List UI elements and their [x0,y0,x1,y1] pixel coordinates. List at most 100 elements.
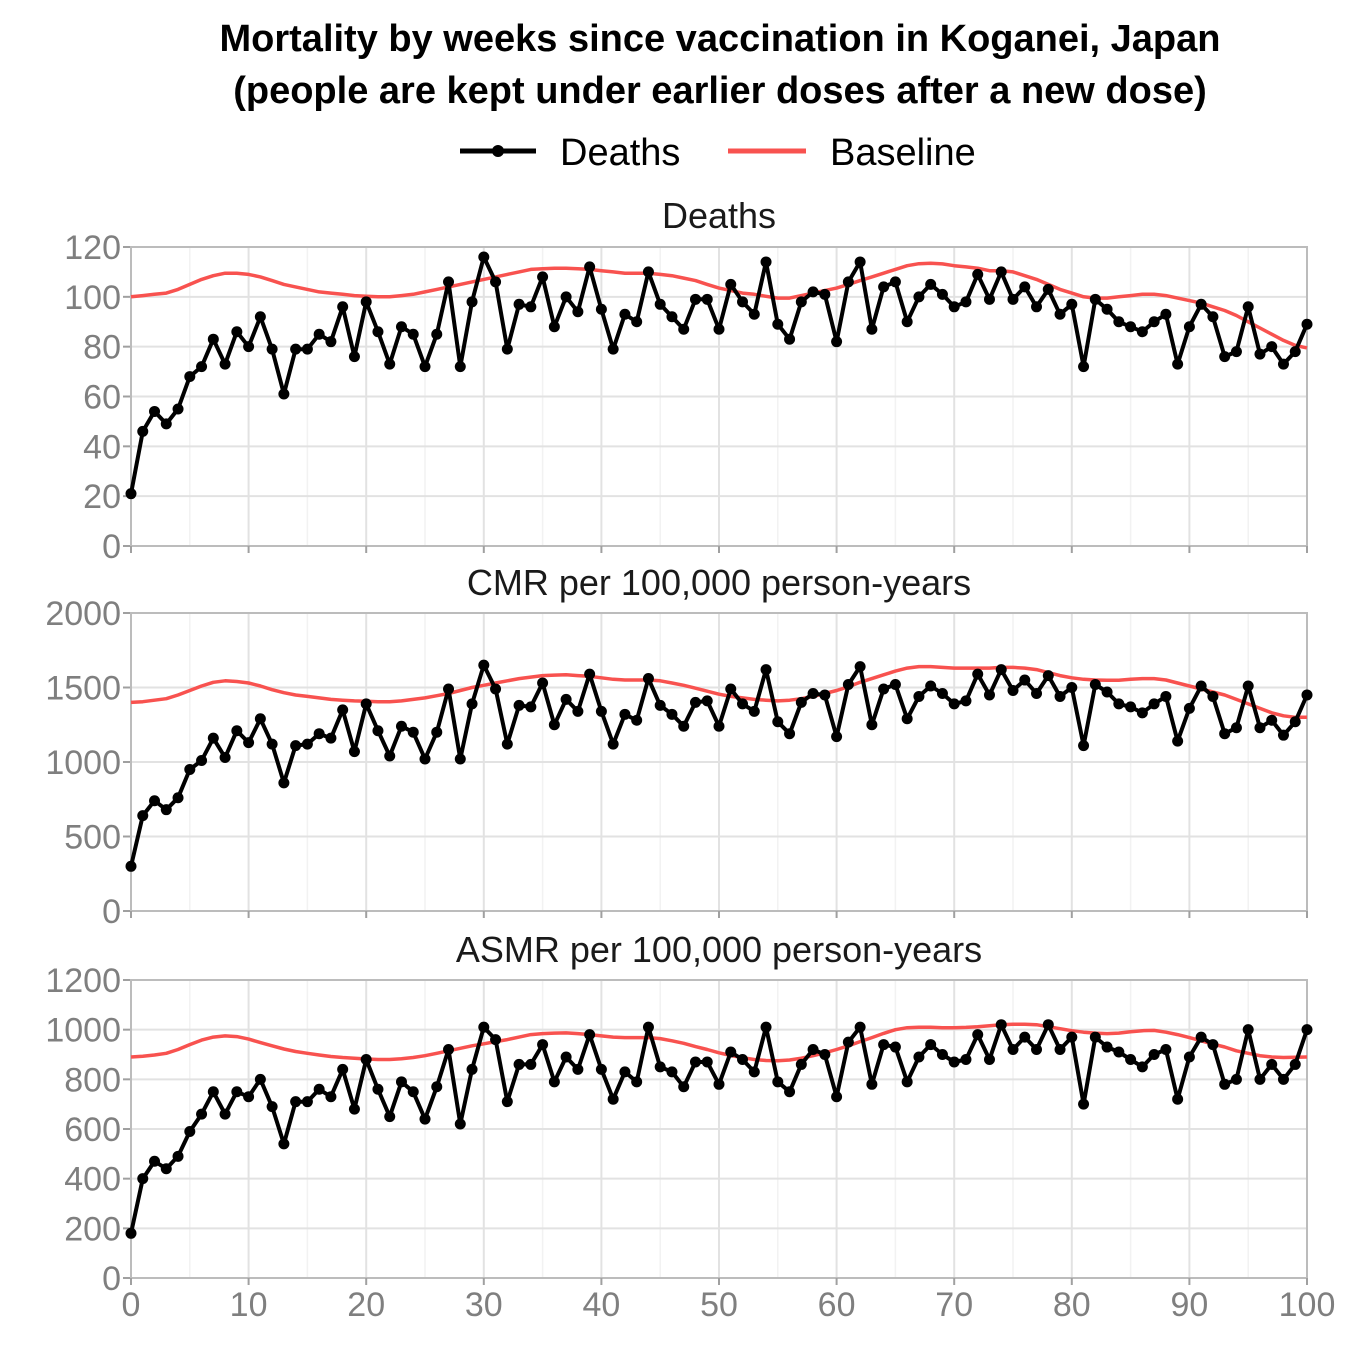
deaths-point [1042,670,1054,682]
deaths-point [925,680,937,692]
deaths-point [1289,346,1301,358]
deaths-point [1136,326,1148,338]
deaths-point [1289,716,1301,728]
deaths-point [772,716,784,728]
deaths-point [1230,1073,1242,1085]
deaths-point [1066,1031,1078,1043]
deaths-point [1113,316,1125,328]
deaths-point [184,1125,196,1137]
deaths-point [631,1076,643,1088]
deaths-point [701,695,713,707]
deaths-point [760,256,772,268]
deaths-point [666,1066,678,1078]
deaths-point [1101,303,1113,315]
facet-title: Deaths [662,195,776,236]
deaths-point [537,271,549,283]
deaths-point [1301,689,1313,701]
deaths-point [654,298,666,310]
deaths-point [266,738,278,750]
deaths-point [831,731,843,743]
deaths-point [1230,346,1242,358]
deaths-point [395,321,407,333]
deaths-point [490,683,502,695]
y-tick-label: 40 [83,428,121,466]
deaths-point [1078,1098,1090,1110]
deaths-point [513,1058,525,1070]
deaths-point [784,1086,796,1098]
x-tick-label: 70 [935,1286,973,1324]
deaths-point [313,728,325,740]
deaths-point [631,316,643,328]
deaths-point [1078,740,1090,752]
deaths-point [831,336,843,348]
deaths-point [525,301,537,313]
deaths-point [960,695,972,707]
deaths-point [1089,293,1101,305]
deaths-point [149,795,161,807]
deaths-point [1031,301,1043,313]
deaths-point [395,1076,407,1088]
y-tick-label: 1000 [45,744,121,782]
facet-title: CMR per 100,000 person-years [467,562,971,603]
deaths-point [1183,321,1195,333]
deaths-point [372,1083,384,1095]
deaths-point [854,661,866,673]
deaths-point [525,1058,537,1070]
chart-title-line-2: (people are kept under earlier doses aft… [233,70,1207,112]
deaths-point [1054,308,1066,320]
y-tick-label: 1500 [45,670,121,708]
deaths-point [184,763,196,775]
deaths-point [548,321,560,333]
deaths-point [372,326,384,338]
deaths-point [478,1021,490,1033]
y-tick-label: 2000 [45,595,121,633]
deaths-point [1183,1051,1195,1063]
deaths-point [1219,1078,1231,1090]
deaths-point [1277,1073,1289,1085]
deaths-point [795,1058,807,1070]
x-tick-label: 0 [122,1286,141,1324]
legend-item-deaths: Deaths [460,132,680,174]
y-tick-label: 60 [83,379,121,417]
deaths-point [337,1063,349,1075]
deaths-point [842,1036,854,1048]
deaths-point [254,311,266,323]
deaths-point [619,708,631,720]
deaths-point [748,1066,760,1078]
deaths-point [1031,687,1043,699]
deaths-point [501,738,513,750]
deaths-point [1089,679,1101,691]
baseline-line [130,664,1307,720]
deaths-point [1136,707,1148,719]
deaths-point [854,256,866,268]
deaths-point [913,690,925,702]
deaths-point [290,343,302,355]
deaths-point [337,301,349,313]
deaths-point [1277,729,1289,741]
deaths-point [1219,728,1231,740]
deaths-point [419,753,431,765]
deaths-point [654,699,666,711]
deaths-point [431,1081,443,1093]
deaths-point [995,664,1007,676]
deaths-point [960,1053,972,1065]
deaths-point [1007,684,1019,696]
deaths-point [1125,701,1137,713]
facet-panels: 020406080100120Deaths0500100015002000CMR… [45,195,1335,1324]
deaths-point [619,1066,631,1078]
chart-title-line-1: Mortality by weeks since vaccination in … [219,18,1221,60]
deaths-point [1242,680,1254,692]
deaths-point [219,1108,231,1120]
deaths-point [901,316,913,328]
deaths-point [172,792,184,804]
deaths-point [819,1049,831,1060]
deaths-point [866,1078,878,1090]
deaths-point [254,713,266,725]
deaths-point [490,1034,502,1046]
deaths-point [748,308,760,320]
deaths-point [689,293,701,305]
deaths-point [325,732,337,744]
deaths-point [231,725,243,737]
deaths-point [525,701,537,713]
deaths-point [125,488,137,500]
